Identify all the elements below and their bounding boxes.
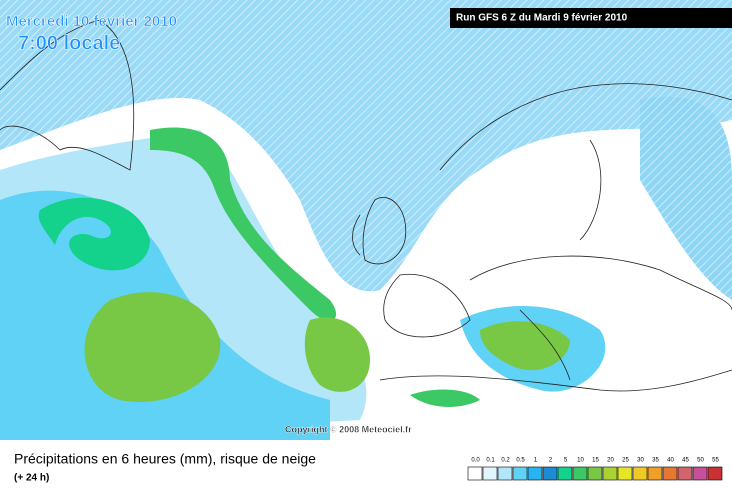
legend-swatch (692, 466, 708, 481)
legend-swatch (662, 466, 678, 481)
coastlines (0, 19, 732, 392)
legend-swatch (542, 466, 558, 481)
legend-label: 2 (549, 458, 553, 464)
legend-label: 0.1 (486, 458, 495, 464)
legend-label: 5 (564, 458, 568, 464)
precipitation-fields (0, 0, 732, 440)
legend-swatch (467, 466, 483, 481)
legend-swatch (587, 466, 603, 481)
legend-swatch (707, 466, 723, 481)
run-banner (450, 8, 732, 28)
legend-swatch (602, 466, 618, 481)
legend-label: 1 (534, 458, 538, 464)
legend-swatch (572, 466, 588, 481)
legend-label: 15 (592, 458, 599, 464)
legend-label: 45 (682, 458, 689, 464)
legend-swatch (647, 466, 663, 481)
legend-swatch (482, 466, 498, 481)
legend-swatch (617, 466, 633, 481)
legend-label: 0.5 (516, 458, 525, 464)
legend-label: 0.2 (501, 458, 510, 464)
legend-label: 25 (622, 458, 629, 464)
legend-label: 20 (607, 458, 614, 464)
date: Mercredi 10 février 2010 (6, 13, 177, 30)
legend-label: 50 (697, 458, 704, 464)
legend-label: 10 (577, 458, 584, 464)
legend-label: 0.0 (471, 458, 480, 464)
legend-swatch (557, 466, 573, 481)
copyright: Copyright © 2008 Meteociel.fr (285, 424, 412, 434)
legend-label: 55 (712, 458, 719, 464)
legend-label: 30 (637, 458, 644, 464)
legend-swatch (632, 466, 648, 481)
legend-label: 40 (667, 458, 674, 464)
caption-subtitle: (+ 24 h) (14, 473, 49, 484)
run-info: Run GFS 6 Z du Mardi 9 février 2010 (456, 13, 628, 24)
legend-swatch (512, 466, 528, 481)
legend: 0.0 0.1 0.2 0.5 1 2 5 10 15 20 25 30 35 40 45 50 55 (467, 458, 723, 481)
legend-swatch (677, 466, 693, 481)
legend-swatch (527, 466, 543, 481)
legend-label: 35 (652, 458, 659, 464)
caption-title: Précipitations en 6 heures (mm), risque … (14, 451, 316, 467)
legend-swatch (497, 466, 513, 481)
time: 7:00 locale (18, 32, 120, 54)
